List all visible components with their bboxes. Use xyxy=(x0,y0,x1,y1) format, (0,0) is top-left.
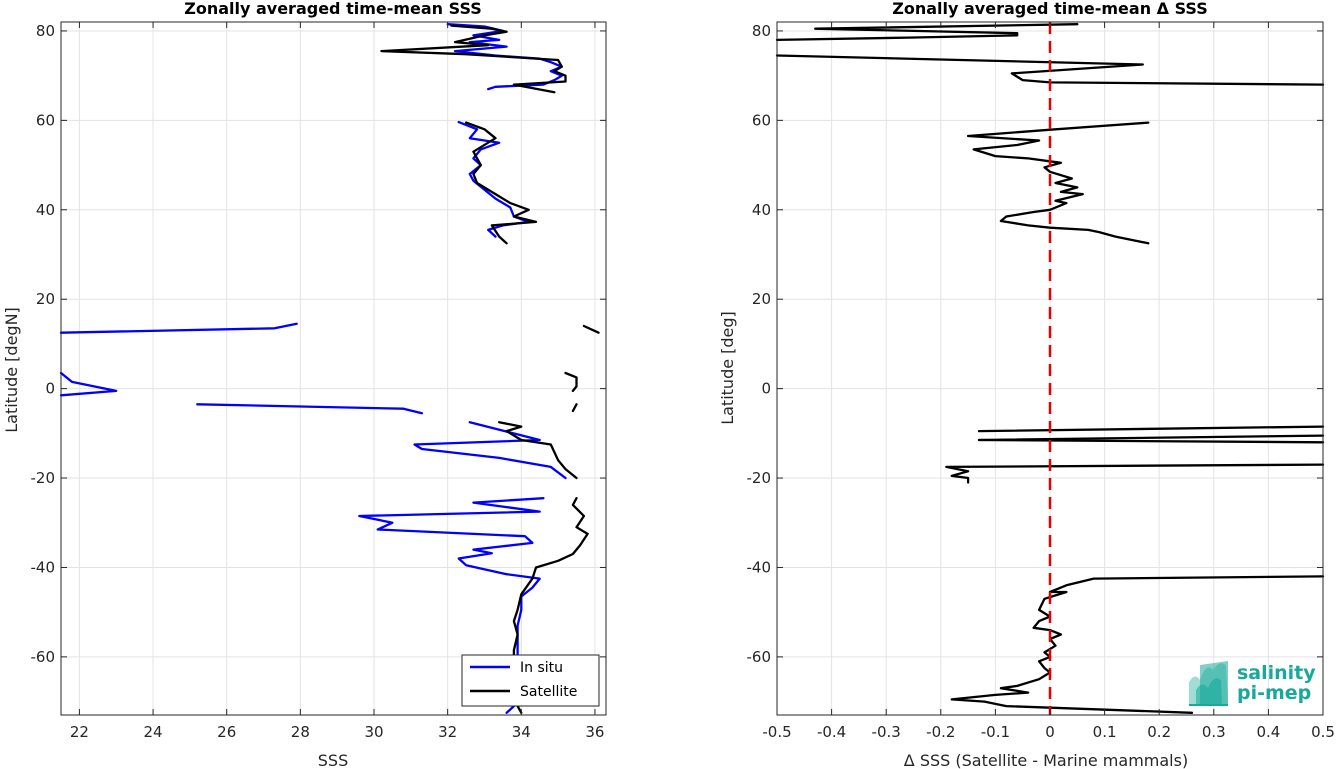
legend-box xyxy=(461,654,600,707)
y-tick-label: 80 xyxy=(36,22,55,40)
sss-series-satellite-segment xyxy=(571,403,578,413)
y-tick-label: 0 xyxy=(45,380,55,398)
x-tick-label: -0.3 xyxy=(872,723,901,741)
salinity-pi-mep-logo: salinity pi-mep xyxy=(1189,661,1316,706)
sss-x-axis-label: SSS xyxy=(318,751,348,769)
x-tick-label: 30 xyxy=(364,723,383,741)
sss-series-satellite-segment xyxy=(380,24,567,94)
x-tick-label: -0.5 xyxy=(762,723,791,741)
x-tick-label: 0.3 xyxy=(1202,723,1226,741)
wave-icon xyxy=(1189,661,1228,706)
x-tick-label: 22 xyxy=(70,723,89,741)
sss-series-in-situ-segment xyxy=(413,421,567,480)
delta-sss-series-delta-segment xyxy=(775,23,1079,42)
x-tick-label: 36 xyxy=(585,723,604,741)
legend-in-situ-label: In situ xyxy=(520,660,563,676)
logo-line2: pi-mep xyxy=(1237,682,1311,704)
x-tick-label: 0.1 xyxy=(1093,723,1117,741)
sss-tick-labels: 22 24 26 28 30 32 34 36 -60 -40 -20 0 20 40 60 80 xyxy=(31,22,606,741)
x-tick-label: -0.1 xyxy=(981,723,1010,741)
legend-satellite-label: Satellite xyxy=(520,684,577,700)
y-tick-label: 20 xyxy=(752,290,771,308)
sss-series-in-situ-segment xyxy=(59,322,298,334)
x-tick-label: 32 xyxy=(438,723,457,741)
y-tick-label: -40 xyxy=(747,558,772,576)
x-tick-label: -0.4 xyxy=(817,723,846,741)
sss-series-satellite-segment xyxy=(464,121,538,245)
x-tick-label: 0.5 xyxy=(1311,723,1335,741)
delta-sss-series-delta-segment xyxy=(775,54,1325,86)
y-tick-label: 0 xyxy=(761,380,771,398)
delta-sss-series-delta-segment xyxy=(945,463,1325,484)
delta-sss-series-delta-segment xyxy=(977,425,1325,433)
y-tick-label: -60 xyxy=(747,648,772,666)
logo-line1: salinity xyxy=(1237,662,1316,684)
y-tick-label: -20 xyxy=(747,469,772,487)
delta-sss-chart-title: Zonally averaged time-mean Δ SSS xyxy=(892,0,1208,18)
x-tick-label: 0 xyxy=(1045,723,1055,741)
sss-series-satellite-segment xyxy=(498,421,578,480)
y-tick-label: -60 xyxy=(31,648,56,666)
x-tick-label: 26 xyxy=(217,723,236,741)
delta-sss-x-axis-label: Δ SSS (Satellite - Marine mammals) xyxy=(904,751,1188,769)
delta-sss-series-delta-segment xyxy=(966,121,1150,245)
x-tick-label: 24 xyxy=(144,723,163,741)
delta-sss-panel: -0.5 -0.4 -0.3 -0.2 -0.1 0 0.1 0.2 0.3 0.4 0.5 -60 -… xyxy=(718,0,1335,769)
sss-grid xyxy=(61,22,606,715)
sss-series-satellite-segment xyxy=(582,324,600,334)
x-tick-label: -0.2 xyxy=(926,723,955,741)
sss-series-in-situ-segment xyxy=(196,403,424,415)
y-tick-label: 60 xyxy=(752,111,771,129)
x-tick-label: 0.4 xyxy=(1256,723,1280,741)
y-tick-label: 80 xyxy=(752,22,771,40)
y-tick-label: -20 xyxy=(31,469,56,487)
legend: In situ Satellite xyxy=(461,654,600,707)
y-tick-label: -40 xyxy=(31,558,56,576)
y-tick-label: 40 xyxy=(752,201,771,219)
delta-sss-y-axis-label: Latitude [deg] xyxy=(718,311,737,425)
y-tick-label: 40 xyxy=(36,201,55,219)
delta-sss-lines xyxy=(775,23,1325,714)
x-tick-label: 34 xyxy=(512,723,531,741)
y-tick-label: 20 xyxy=(36,290,55,308)
sss-chart-title: Zonally averaged time-mean SSS xyxy=(184,0,482,18)
sss-axes-background xyxy=(61,22,606,715)
sss-axes-frame xyxy=(60,21,607,716)
x-tick-label: 0.2 xyxy=(1147,723,1171,741)
x-tick-label: 28 xyxy=(291,723,310,741)
delta-sss-series-delta-segment xyxy=(977,438,1325,444)
delta-sss-tick-labels: -0.5 -0.4 -0.3 -0.2 -0.1 0 0.1 0.2 0.3 0.4 0.5 -60 -… xyxy=(747,22,1335,741)
sss-y-axis-label: Latitude [degN] xyxy=(2,307,21,433)
sss-series-satellite-segment xyxy=(564,371,578,393)
sss-panel: 22 24 26 28 30 32 34 36 -60 -40 -20 0 20 40 60 80 Zonal… xyxy=(2,0,607,769)
y-tick-label: 60 xyxy=(36,111,55,129)
sss-series-in-situ-segment xyxy=(59,371,118,397)
